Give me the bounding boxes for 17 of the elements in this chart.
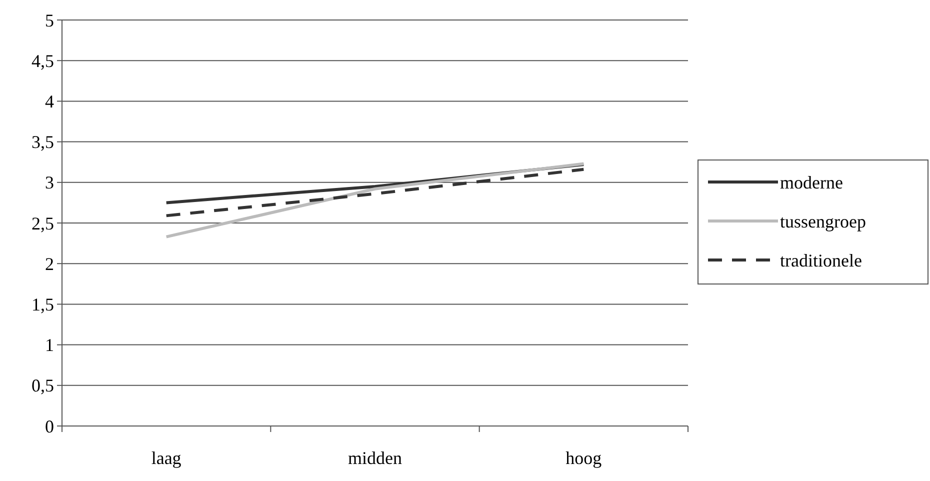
y-tick-label: 0,5 <box>32 376 54 396</box>
y-tick-label: 4 <box>45 92 54 112</box>
y-tick-label: 2,5 <box>32 213 54 234</box>
y-tick-label: 1,5 <box>32 294 54 314</box>
x-tick-label: laag <box>151 448 182 468</box>
y-tick-label: 5 <box>45 10 54 30</box>
x-tick-label: midden <box>348 448 402 468</box>
y-tick-label: 3 <box>45 172 54 193</box>
y-tick-label: 0 <box>45 416 54 436</box>
y-tick-label: 1 <box>45 335 54 356</box>
y-tick-label: 3,5 <box>32 132 54 152</box>
x-tick-label: hoog <box>566 448 602 468</box>
legend-label: traditionele <box>780 250 862 270</box>
legend-label: moderne <box>780 172 843 192</box>
legend-label: tussengroep <box>780 211 866 232</box>
y-tick-label: 4,5 <box>32 50 54 71</box>
y-tick-label: 2 <box>45 254 54 274</box>
